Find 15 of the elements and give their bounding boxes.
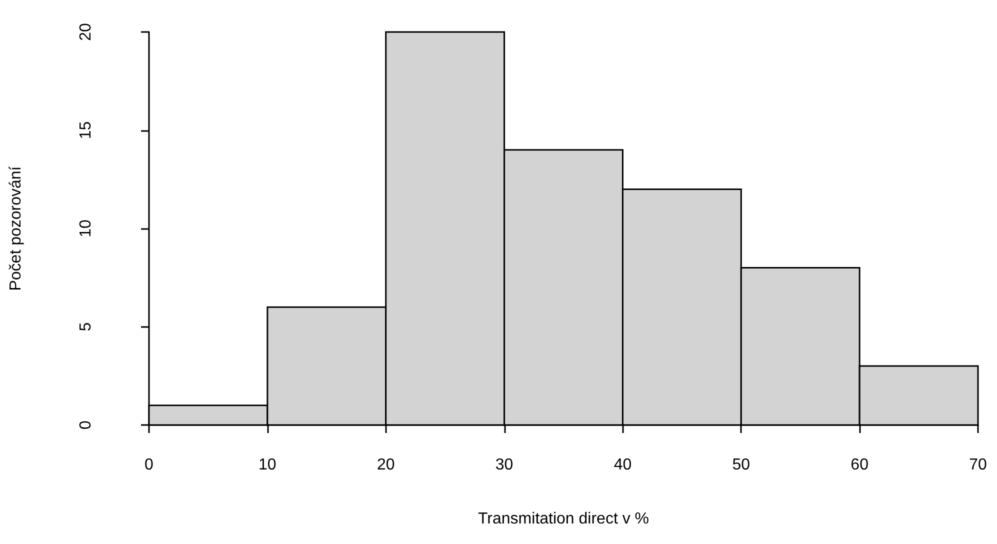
x-tick-label: 10 [258,456,276,474]
x-tick-label: 40 [614,456,632,474]
y-tick-label: 0 [78,420,94,430]
y-tick-label: 10 [78,220,94,238]
x-tick-label: 50 [732,456,750,474]
x-tick-label: 30 [495,456,514,474]
x-tick-label: 0 [144,456,154,474]
x-tick-label: 60 [850,456,869,474]
x-tick-label: 70 [969,456,987,474]
x-tick-label: 20 [376,456,395,474]
y-tick-label: 15 [78,121,94,140]
x-axis-title: Transmitation direct v % [478,510,650,528]
y-tick-label: 20 [78,23,94,41]
y-tick-label: 5 [78,322,94,332]
y-axis-title: Počet pozorování [8,166,24,291]
